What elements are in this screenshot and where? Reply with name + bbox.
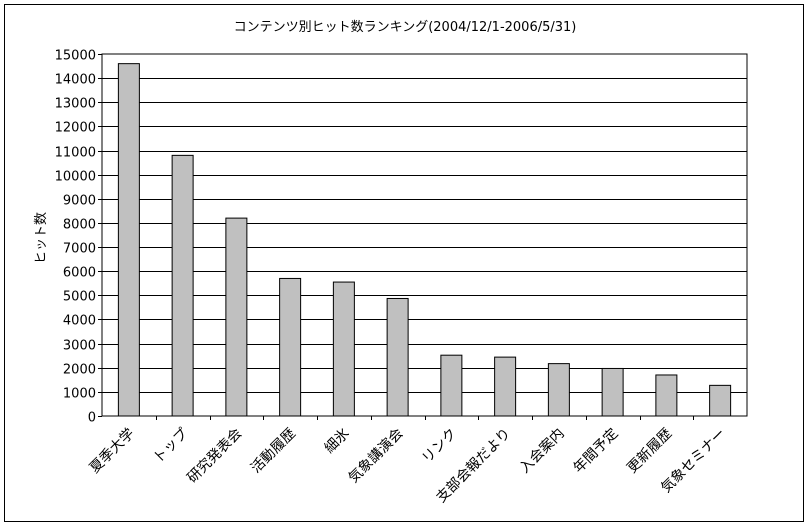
y-tick-label: 1000 [63, 387, 96, 402]
bar [117, 63, 140, 417]
bar [494, 356, 517, 417]
plot-area: 0 1000 2000 3000 4000 5000 6000 7000 8000 9000 100… [55, 49, 748, 506]
x-tick-label: 細氷 [322, 426, 353, 457]
x-tick-label: 活動履歴 [248, 426, 299, 477]
bar [709, 384, 732, 417]
x-tick-label: 研究発表会 [184, 426, 245, 487]
x-tick-label: 夏季大学 [87, 426, 138, 477]
y-tick-label: 12000 [55, 121, 96, 136]
x-tick-label: リンク [419, 426, 460, 467]
y-tick-label: 4000 [63, 314, 96, 329]
y-tick-label: 11000 [55, 146, 96, 161]
x-tick-label: 気象講演会 [346, 426, 407, 487]
chart-title: コンテンツ別ヒット数ランキング(2004/12/1-2006/5/31) [234, 20, 577, 35]
x-tick-label: トップ [150, 426, 191, 467]
bar [601, 367, 624, 417]
bar [386, 297, 409, 417]
y-tick-label: 3000 [63, 339, 96, 354]
y-tick-label: 13000 [55, 97, 96, 112]
y-tick-label: 9000 [63, 194, 96, 209]
y-tick-label: 0 [88, 411, 96, 426]
bar [440, 354, 463, 417]
bar [655, 374, 678, 417]
bar [225, 217, 248, 417]
bar [279, 277, 302, 417]
y-axis-label: ヒット数 [34, 212, 49, 264]
plot-border [101, 53, 748, 417]
y-tick-label: 7000 [63, 242, 96, 257]
y-tick-label: 6000 [63, 266, 96, 281]
y-tick-label: 15000 [55, 49, 96, 64]
bar [547, 363, 570, 417]
bar [171, 154, 194, 417]
y-tick-label: 2000 [63, 363, 96, 378]
x-tick-label: 入会案内 [516, 425, 568, 477]
bar [332, 281, 355, 417]
y-tick-label: 10000 [55, 170, 96, 185]
chart-frame: コンテンツ別ヒット数ランキング(2004/12/1-2006/5/31) ヒット… [4, 4, 804, 522]
y-tick-label: 8000 [63, 218, 96, 233]
y-tick-label: 14000 [55, 73, 96, 88]
x-tick-label: 更新履歴 [624, 426, 675, 477]
bar-chart: コンテンツ別ヒット数ランキング(2004/12/1-2006/5/31) ヒット… [34, 20, 748, 506]
x-tick-label: 年間予定 [571, 426, 622, 477]
y-tick-label: 5000 [63, 290, 96, 305]
